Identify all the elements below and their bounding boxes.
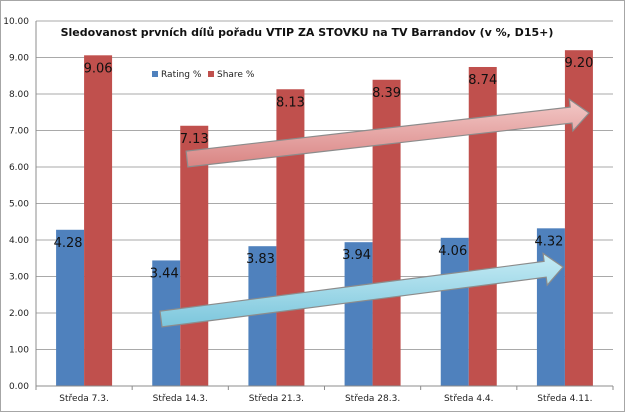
data-label: 4.32 [534,234,563,249]
data-label: 8.39 [372,86,401,101]
bar-share [84,55,113,387]
x-tick-label: Středa 28.3. [345,394,400,404]
bars [56,50,593,387]
data-label: 7.13 [180,132,209,147]
data-label: 4.06 [438,244,467,259]
chart-title: Sledovanost prvních dílů pořadu VTIP ZA … [61,26,554,39]
y-tick-label: 7.00 [9,127,29,137]
y-tick-label: 8.00 [9,90,29,100]
x-tick-label: Středa 21.3. [249,394,304,404]
legend-label-share: Share % [217,70,255,80]
data-label: 9.06 [84,61,113,76]
legend: Rating % Share % [152,70,255,80]
x-tick-label: Středa 4.4. [444,394,494,404]
bar-rating [536,228,565,386]
data-labels: 4.28 9.06 3.44 7.13 3.83 8.13 3.94 8.39 4.06 8.74… [54,56,594,281]
y-tick-label: 4.00 [9,236,29,246]
bar-share [468,66,497,387]
legend-swatch-rating [152,71,158,77]
y-axis: 0.00 1.00 2.00 3.00 4.00 5.00 6.00 7.00 8.00 9.00… [3,17,37,392]
data-label: 3.44 [150,266,179,281]
y-tick-label: 5.00 [9,200,29,210]
y-tick-label: 10.00 [3,17,29,27]
data-label: 4.28 [54,236,83,251]
y-tick-label: 1.00 [9,346,29,356]
x-axis: Středa 7.3. Středa 14.3. Středa 21.3. Střed… [35,385,614,404]
share-trend-arrow [185,97,590,168]
data-label: 8.13 [276,95,305,110]
bar-share [276,89,305,386]
data-label: 9.20 [564,56,593,71]
data-label: 3.83 [246,252,275,267]
legend-label-rating: Rating % [161,70,202,80]
y-tick-label: 6.00 [9,163,29,173]
bar-share [372,79,401,386]
y-tick-label: 3.00 [9,273,29,283]
legend-swatch-share [208,71,214,77]
bar-rating [344,242,373,386]
y-tick-label: 9.00 [9,54,29,64]
y-tick-label: 2.00 [9,309,29,319]
gridlines [36,20,613,387]
x-tick-label: Středa 14.3. [153,394,208,404]
bar-rating [56,229,85,386]
bar-rating [248,246,277,386]
data-label: 3.94 [342,248,371,263]
x-tick-label: Středa 4.11. [537,394,592,404]
bar-share [180,125,209,386]
y-tick-label: 0.00 [9,382,29,392]
x-tick-label: Středa 7.3. [59,394,109,404]
data-label: 8.74 [468,73,497,88]
rating-trend-arrow [159,252,564,328]
bar-rating [440,237,469,386]
trend-arrows [159,97,590,328]
